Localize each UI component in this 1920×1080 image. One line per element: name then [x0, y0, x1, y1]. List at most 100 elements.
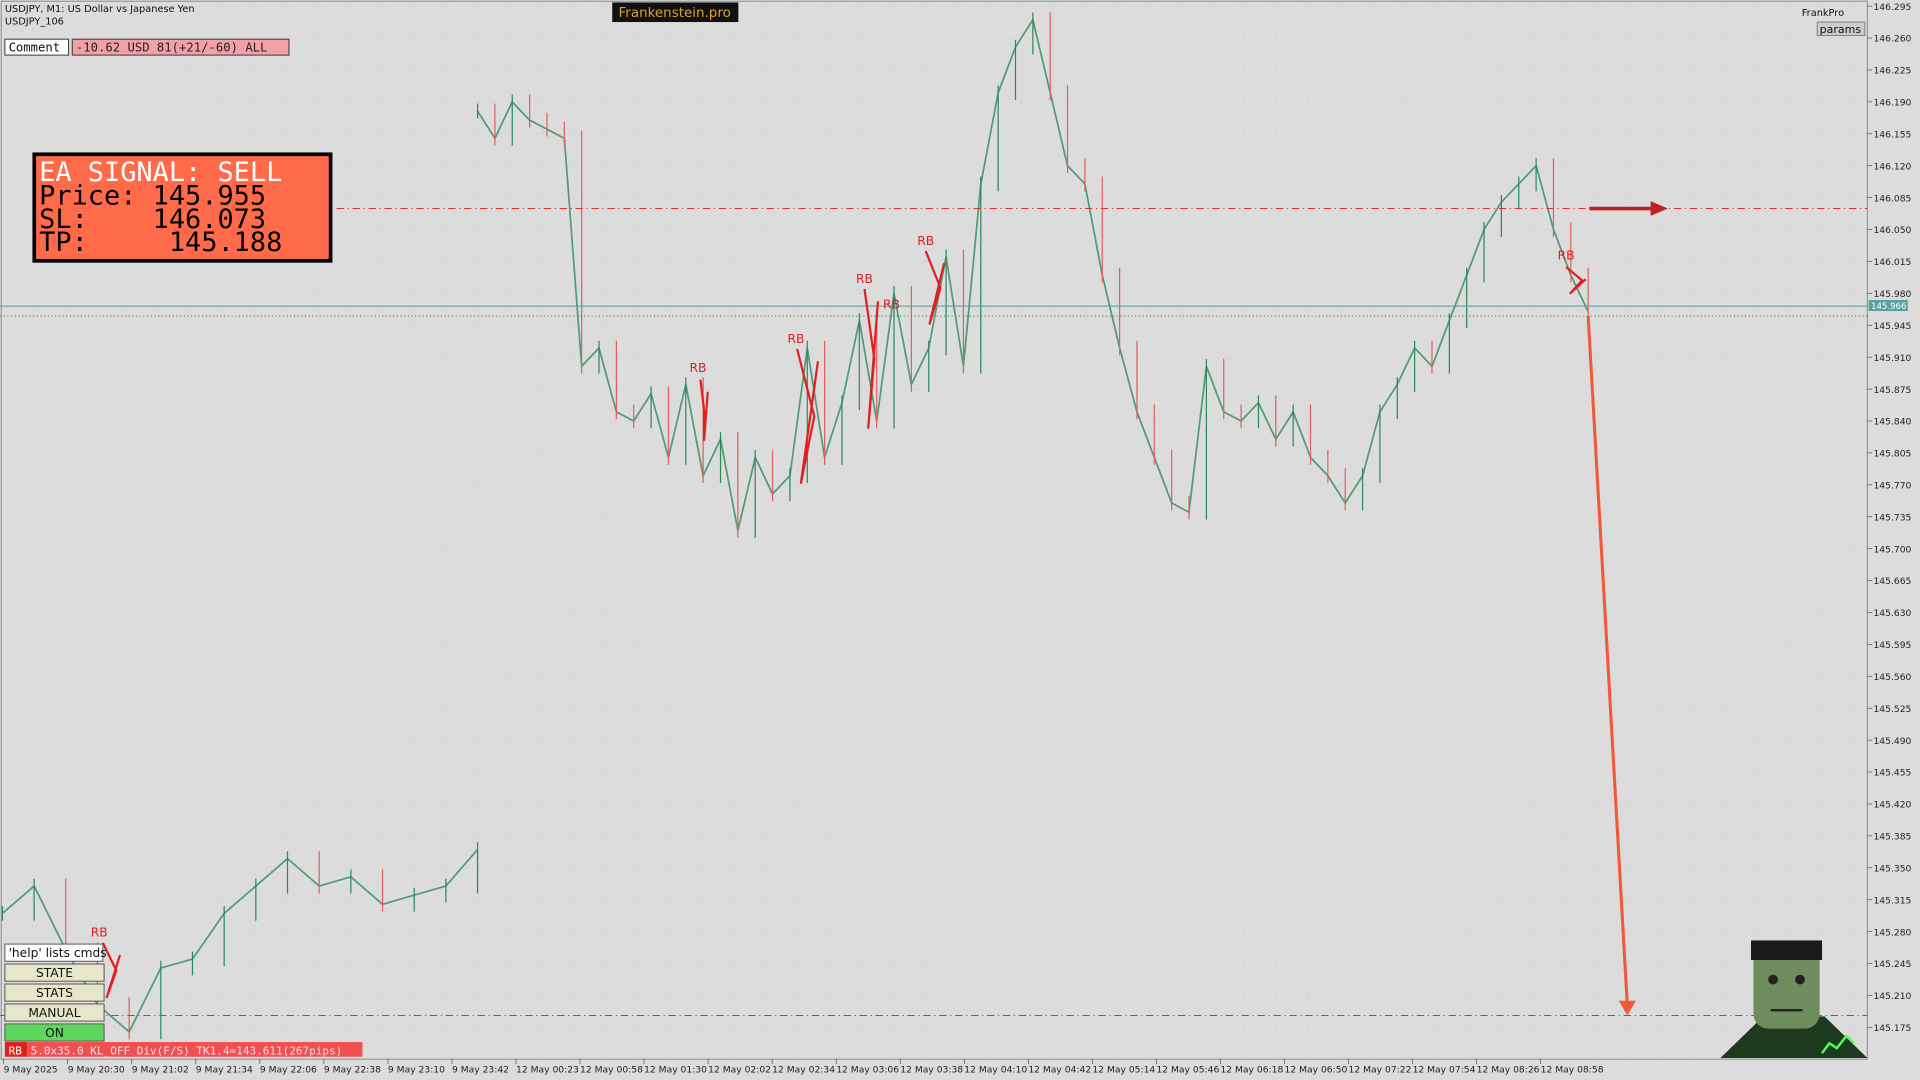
time-label: 12 May 00:58 [580, 1065, 643, 1076]
price-label: 145.735 [1873, 512, 1911, 523]
time-label: 12 May 06:18 [1220, 1065, 1283, 1076]
price-label: 145.490 [1873, 736, 1911, 747]
time-label: 12 May 08:58 [1541, 1065, 1604, 1076]
price-label: 146.260 [1873, 34, 1911, 45]
button-label[interactable]: STATS [36, 986, 73, 1000]
price-label: 146.155 [1873, 129, 1911, 140]
sl-arrow-head [1650, 201, 1668, 216]
rb-zigzag [699, 379, 709, 441]
price-label: 145.630 [1873, 608, 1911, 619]
comment-label: Comment [9, 40, 61, 54]
time-label: 9 May 2025 [4, 1065, 58, 1076]
price-label: 146.225 [1873, 66, 1911, 77]
signal-line: TP: 145.188 [39, 227, 282, 258]
price-label: 145.420 [1873, 800, 1911, 811]
time-label: 12 May 05:14 [1092, 1065, 1155, 1076]
price-label: 145.945 [1873, 321, 1911, 332]
time-label: 12 May 00:23 [516, 1065, 579, 1076]
button-label[interactable]: STATE [36, 966, 73, 980]
signal-line: EA SIGNAL: SELL [39, 157, 282, 188]
params-button[interactable] [1816, 21, 1866, 36]
price-label: 145.175 [1873, 1023, 1911, 1034]
time-label: 12 May 04:42 [1028, 1065, 1091, 1076]
rb-label: RB [1558, 249, 1575, 263]
time-label: 9 May 21:02 [132, 1065, 189, 1076]
time-label: 12 May 05:46 [1156, 1065, 1219, 1076]
signal-box [32, 152, 333, 263]
tp-arrow [1586, 316, 1629, 1006]
time-label: 12 May 08:26 [1477, 1065, 1540, 1076]
price-label: 146.295 [1873, 2, 1911, 13]
button[interactable] [4, 983, 105, 1002]
rb-label: RB [690, 361, 707, 375]
price-label: 146.190 [1873, 98, 1911, 109]
price-label: 145.280 [1873, 927, 1911, 938]
price-label: 145.875 [1873, 385, 1911, 396]
rb-zigzag [796, 348, 820, 484]
button-label[interactable]: ON [45, 1026, 64, 1040]
status-box [26, 1042, 363, 1057]
price-label: 145.385 [1873, 832, 1911, 843]
rb-label: RB [787, 332, 804, 346]
rb-zigzag [101, 942, 122, 999]
rb-label: RB [91, 926, 108, 940]
rb-label: RB [883, 298, 900, 312]
comment-label-box [4, 38, 70, 56]
button[interactable] [4, 963, 105, 982]
price-label: 146.050 [1873, 225, 1911, 236]
rb-zigzag [1565, 266, 1587, 295]
price-label: 145.245 [1873, 959, 1911, 970]
signal-line: Price: 145.955 [39, 180, 266, 211]
price-label: 145.910 [1873, 353, 1911, 364]
time-label: 9 May 20:30 [68, 1065, 125, 1076]
bid-label: 145.966 [1871, 302, 1906, 312]
time-label: 12 May 03:38 [900, 1065, 963, 1076]
price-label: 145.560 [1873, 672, 1911, 683]
price-label: 145.980 [1873, 289, 1911, 300]
tp-arrow-head [1618, 1000, 1636, 1016]
time-label: 12 May 01:30 [644, 1065, 707, 1076]
price-label: 145.665 [1873, 576, 1911, 587]
params-label[interactable]: params [1820, 23, 1862, 36]
price-label: 145.315 [1873, 895, 1911, 906]
button[interactable] [4, 1003, 105, 1022]
time-label: 12 May 07:54 [1413, 1065, 1476, 1076]
button-label: 'help' lists cmds [9, 946, 107, 960]
time-label: 9 May 22:38 [324, 1065, 381, 1076]
bid-label-box [1868, 299, 1908, 312]
profile: FrankPro [1802, 8, 1844, 19]
signal-line: SL: 146.073 [39, 204, 266, 235]
rb-zigzag [863, 288, 880, 429]
price-label: 146.085 [1873, 193, 1911, 204]
time-label: 12 May 02:34 [772, 1065, 835, 1076]
comment-value: -10.62 USD 81(+21/-60) ALL [76, 40, 268, 54]
time-label: 12 May 02:02 [708, 1065, 771, 1076]
time-label: 9 May 21:34 [196, 1065, 253, 1076]
time-label: 9 May 23:10 [388, 1065, 445, 1076]
price-label: 145.770 [1873, 480, 1911, 491]
price-label: 145.455 [1873, 768, 1911, 779]
price-label: 145.525 [1873, 704, 1911, 715]
button-label[interactable]: MANUAL [28, 1006, 80, 1020]
plot: RB RB RB RB RB RB RB [0, 12, 1868, 1040]
time-label: 12 May 04:10 [964, 1065, 1027, 1076]
price-label: 145.840 [1873, 417, 1911, 428]
status-text: 5.0x35.0 KL_OFF Div(F/S) TK1.4=143.611(2… [31, 1044, 343, 1057]
brand-box [612, 2, 739, 23]
button-panel: 'help' lists cmds STATE STATS MANUAL ON [4, 943, 107, 1042]
time-label: 12 May 06:50 [1284, 1065, 1347, 1076]
price-label: 145.210 [1873, 991, 1911, 1002]
button[interactable] [4, 1023, 105, 1042]
status-tag-box [4, 1042, 27, 1057]
rb-zigzag [924, 250, 946, 325]
brand: Frankenstein.pro [619, 6, 731, 21]
price-label: 146.120 [1873, 161, 1911, 172]
price-label: 145.805 [1873, 449, 1911, 460]
rb-label: RB [856, 272, 873, 286]
rb-label: RB [917, 234, 934, 248]
time-label: 12 May 03:06 [836, 1065, 899, 1076]
price-label: 146.015 [1873, 257, 1911, 268]
mascot [1720, 940, 1868, 1058]
comment-value-box [71, 38, 290, 56]
